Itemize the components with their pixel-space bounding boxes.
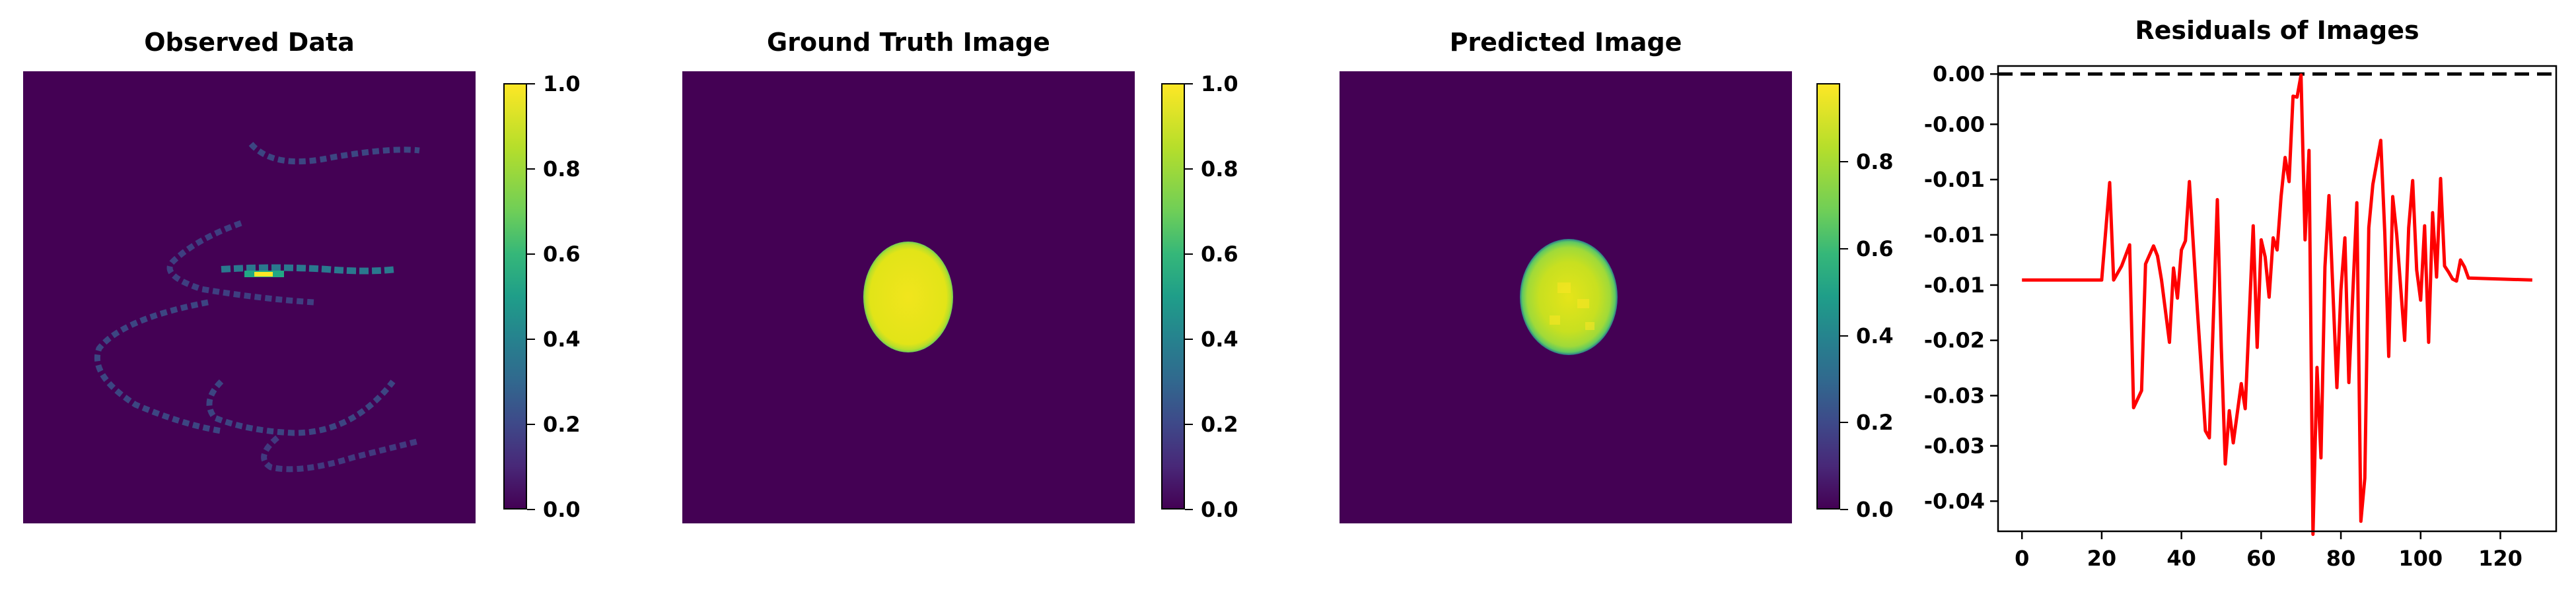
y-tick-label-6: -0.03 — [1924, 383, 1985, 408]
pred-cb-label-0: 0.0 — [1856, 497, 1894, 522]
residual-series-line — [2022, 73, 2532, 537]
y-tick-label-1: -0.00 — [1924, 112, 1985, 137]
gt-cb-label-2: 0.4 — [1201, 327, 1238, 352]
x-tick-label-3: 60 — [2246, 546, 2276, 571]
x-tick-label-0: 0 — [2015, 546, 2029, 571]
observed-peak-max — [254, 272, 273, 277]
observed-cb-label-4: 0.8 — [543, 156, 581, 182]
observed-colorbar — [503, 83, 527, 510]
observed-arc-4 — [206, 379, 396, 436]
observed-arc-3 — [94, 299, 222, 434]
x-tick-label-6: 120 — [2478, 546, 2522, 571]
predicted-heatmap — [1340, 71, 1792, 523]
y-tick-label-7: -0.03 — [1924, 434, 1985, 459]
observed-cb-label-1: 0.2 — [543, 412, 581, 437]
x-tick-label-5: 100 — [2398, 546, 2443, 571]
gt-cb-label-4: 0.8 — [1201, 156, 1238, 182]
observed-bright-streak — [221, 264, 397, 275]
observed-cb-label-2: 0.4 — [543, 327, 581, 352]
observed-cb-label-3: 0.6 — [543, 242, 581, 267]
residuals-plot-frame — [1997, 65, 2558, 533]
predicted-blob-texture — [1550, 282, 1594, 330]
observed-data-canvas — [94, 141, 421, 473]
ground-truth-colorbar — [1161, 83, 1185, 510]
ground-truth-blob — [863, 242, 953, 352]
pred-cb-label-1: 0.2 — [1856, 410, 1894, 435]
x-tick-label-4: 80 — [2326, 546, 2356, 571]
observed-arc-1 — [248, 141, 420, 165]
residuals-title: Residuals of Images — [2135, 16, 2419, 45]
y-tick-label-0: 0.00 — [1933, 61, 1985, 86]
y-tick-label-8: -0.04 — [1924, 488, 1985, 513]
gt-cb-label-0: 0.0 — [1201, 497, 1238, 522]
predicted-title: Predicted Image — [1449, 28, 1682, 57]
y-tick-label-3: -0.01 — [1924, 222, 1985, 248]
gt-cb-label-1: 0.2 — [1201, 412, 1238, 437]
observed-cb-label-5: 1.0 — [543, 71, 581, 96]
y-tick-label-4: -0.01 — [1924, 273, 1985, 298]
ground-truth-title: Ground Truth Image — [767, 28, 1050, 57]
pred-cb-label-3: 0.6 — [1856, 236, 1894, 261]
predicted-blob — [1520, 239, 1618, 355]
predicted-colorbar — [1816, 83, 1840, 510]
x-tick-label-2: 40 — [2166, 546, 2196, 571]
ground-truth-heatmap — [682, 71, 1135, 523]
x-tick-label-1: 20 — [2087, 546, 2117, 571]
ground-truth-canvas — [863, 242, 953, 352]
observed-arc-5 — [261, 435, 421, 473]
pred-cb-label-4: 0.8 — [1856, 149, 1894, 174]
pred-cb-label-2: 0.4 — [1856, 323, 1894, 348]
predicted-canvas — [1520, 239, 1618, 355]
y-tick-label-5: -0.02 — [1924, 328, 1985, 353]
observed-arc-2 — [166, 220, 314, 306]
gt-cb-label-3: 0.6 — [1201, 242, 1238, 267]
observed-cb-label-0: 0.0 — [543, 497, 581, 522]
gt-cb-label-5: 1.0 — [1201, 71, 1238, 96]
observed-data-title: Observed Data — [144, 28, 355, 57]
y-tick-label-2: -0.01 — [1924, 167, 1985, 192]
observed-data-heatmap — [23, 71, 476, 523]
